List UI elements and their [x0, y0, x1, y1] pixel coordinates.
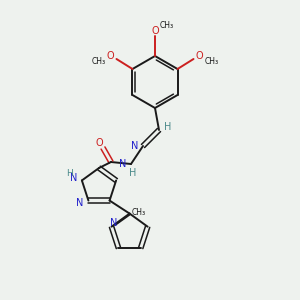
Text: O: O [151, 26, 159, 36]
Text: H: H [67, 169, 73, 178]
Text: CH₃: CH₃ [131, 208, 146, 217]
Text: H: H [129, 168, 137, 178]
Text: CH₃: CH₃ [92, 58, 106, 67]
Text: N: N [130, 141, 138, 151]
Text: N: N [70, 173, 77, 183]
Text: O: O [196, 51, 203, 61]
Text: N: N [118, 159, 126, 169]
Text: CH₃: CH₃ [160, 22, 174, 31]
Text: O: O [107, 51, 114, 61]
Text: CH₃: CH₃ [205, 58, 219, 67]
Text: N: N [76, 198, 83, 208]
Text: N: N [110, 218, 117, 228]
Text: H: H [164, 122, 172, 132]
Text: O: O [95, 138, 103, 148]
